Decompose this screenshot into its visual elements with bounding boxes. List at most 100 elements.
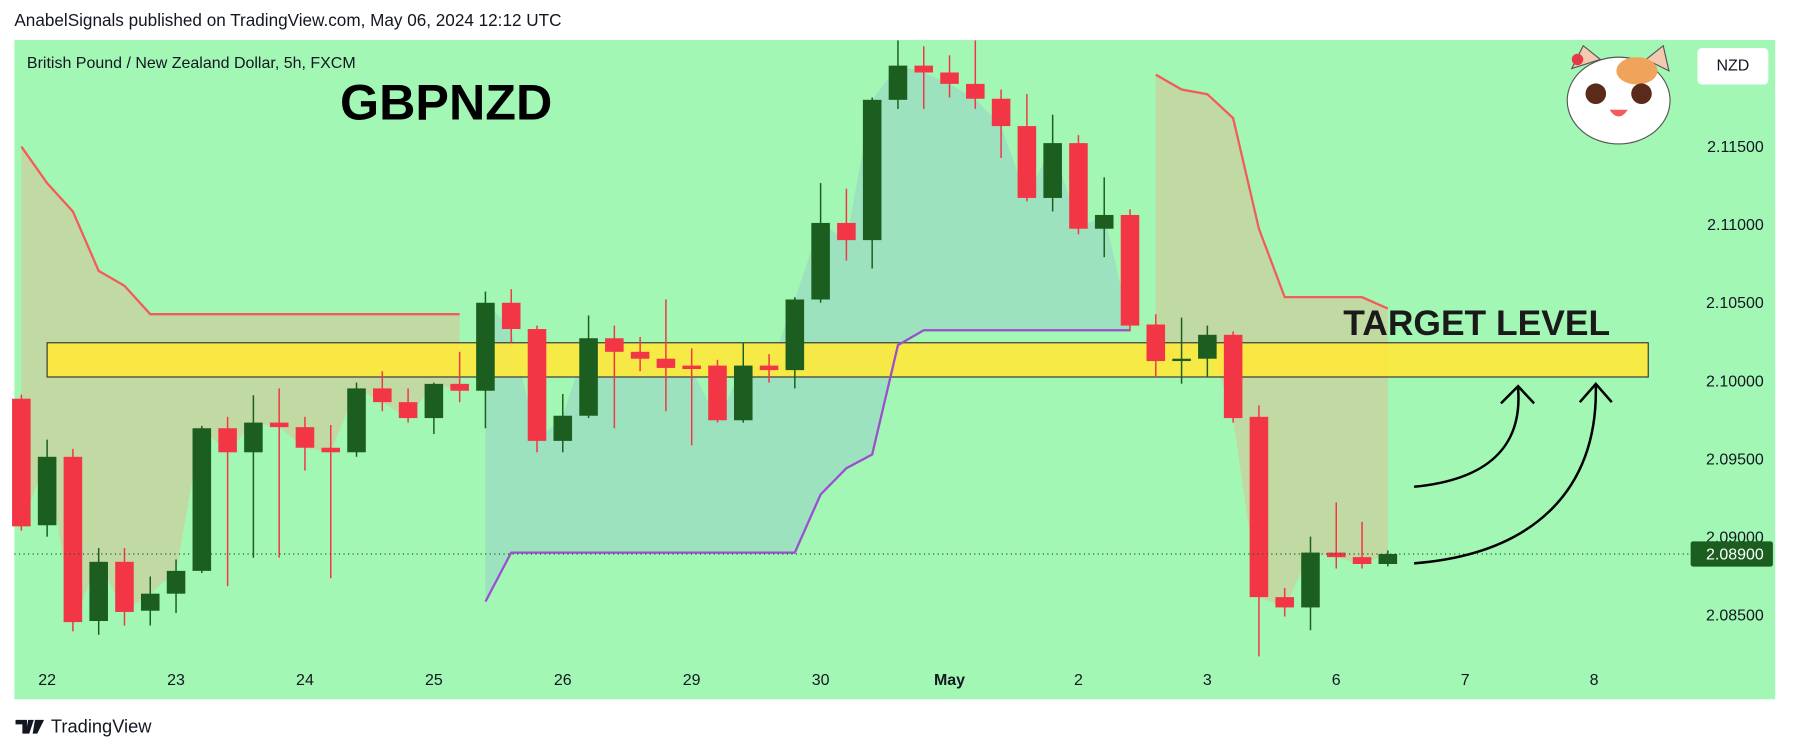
x-tick-label: 22 xyxy=(38,672,56,689)
candle-body xyxy=(269,422,289,428)
logo: TradingView xyxy=(15,716,152,737)
candle-body xyxy=(1017,126,1037,198)
candle-body xyxy=(1249,416,1269,598)
arrow-head xyxy=(1578,382,1613,404)
x-tick-label: May xyxy=(934,672,965,689)
candle-body xyxy=(192,428,212,571)
candle-body xyxy=(89,561,108,622)
last-price-tag xyxy=(1690,541,1773,567)
candle-body xyxy=(1043,143,1062,198)
candle-body xyxy=(501,302,521,330)
y-tick-label: 2.11000 xyxy=(1707,217,1764,234)
candle-body xyxy=(656,358,676,368)
candle-body xyxy=(1223,334,1243,419)
candle-body xyxy=(862,99,882,241)
indicator-band xyxy=(21,146,460,623)
candle-body xyxy=(785,299,805,371)
y-tick-label: 2.10000 xyxy=(1706,373,1764,390)
candle-body xyxy=(914,65,934,73)
y-tick-label: 2.11500 xyxy=(1707,139,1764,156)
candle-body xyxy=(321,447,341,453)
x-tick-label: 24 xyxy=(296,672,314,689)
cat-patch xyxy=(1616,57,1658,85)
annotation: TARGET LEVEL xyxy=(1343,303,1610,343)
candle-body xyxy=(630,351,650,359)
indicator-line xyxy=(1155,73,1389,310)
cat-icon xyxy=(1566,44,1671,145)
candle-body xyxy=(682,365,701,370)
y-tick-label: 2.08500 xyxy=(1706,608,1764,625)
x-tick-label: 3 xyxy=(1203,672,1212,689)
candle-body xyxy=(966,83,985,99)
candle-body xyxy=(811,222,830,300)
cat-eye xyxy=(1631,83,1652,104)
candle-body xyxy=(1301,552,1320,608)
candle-body xyxy=(295,427,315,448)
x-tick-label: 8 xyxy=(1590,672,1599,689)
candle-body xyxy=(837,222,856,241)
candle-body xyxy=(1275,597,1294,608)
arrow xyxy=(1414,386,1598,565)
indicator-line xyxy=(20,145,460,316)
candle-body xyxy=(37,456,57,526)
y-tick-label: 2.10500 xyxy=(1706,295,1764,312)
candle-body xyxy=(476,302,495,391)
arrow xyxy=(1413,388,1520,489)
footer-brand: TradingView xyxy=(51,716,152,737)
candle-body xyxy=(1146,324,1166,362)
candle-body xyxy=(759,365,779,371)
target-zone xyxy=(46,342,1649,378)
currency-label: NZD xyxy=(1716,57,1749,74)
candles xyxy=(12,40,1398,657)
candle-body xyxy=(12,398,31,527)
candle-body xyxy=(218,428,237,453)
candle-body xyxy=(1378,553,1398,564)
candle-body xyxy=(398,402,418,419)
candle-body xyxy=(888,65,908,100)
candle-body xyxy=(527,329,547,441)
cat-bow xyxy=(1571,53,1584,66)
arrow-head xyxy=(1500,384,1536,405)
candle-body xyxy=(1069,143,1088,229)
candle-body xyxy=(166,570,186,594)
fills xyxy=(21,65,1388,623)
cat-eye xyxy=(1585,83,1607,104)
candle-body xyxy=(605,338,624,352)
logo-mark xyxy=(15,719,45,734)
x-tick-label: 26 xyxy=(554,672,572,689)
currency-box xyxy=(1697,47,1769,85)
x-tick-label: 2 xyxy=(1074,672,1083,689)
candle-body xyxy=(708,365,727,421)
candle-body xyxy=(450,383,469,391)
publish-header: AnabelSignals published on TradingView.c… xyxy=(14,10,561,30)
chart-title: GBPNZD xyxy=(340,74,552,131)
x-tick-label: 29 xyxy=(683,672,701,689)
candle-body xyxy=(940,72,959,84)
axes: 2.085002.090002.095002.100002.105002.110… xyxy=(14,139,1773,689)
zone-layer xyxy=(46,342,1649,378)
indicator-line xyxy=(484,329,1131,603)
candle-body xyxy=(553,415,573,441)
candle-body xyxy=(733,365,753,421)
x-tick-label: 6 xyxy=(1332,672,1341,689)
candle-body xyxy=(373,388,392,403)
indicator-band xyxy=(1155,74,1388,608)
candle-body xyxy=(1172,358,1191,362)
y-tick-label: 2.09500 xyxy=(1706,451,1764,468)
candle-body xyxy=(991,98,1011,127)
candle-body xyxy=(1120,214,1140,326)
x-tick-label: 23 xyxy=(167,672,185,689)
x-tick-label: 30 xyxy=(812,672,830,689)
symbol-description: British Pound / New Zealand Dollar, 5h, … xyxy=(27,55,356,72)
indicator-lines xyxy=(20,73,1389,603)
candle-body xyxy=(63,456,83,623)
candle-body xyxy=(244,422,263,453)
candle-body xyxy=(579,338,598,416)
cat-mouth xyxy=(1609,109,1628,117)
x-tick-label: 25 xyxy=(425,672,443,689)
candle-body xyxy=(1326,552,1346,558)
candle-body xyxy=(1198,334,1217,359)
x-tick-label: 7 xyxy=(1461,672,1470,689)
